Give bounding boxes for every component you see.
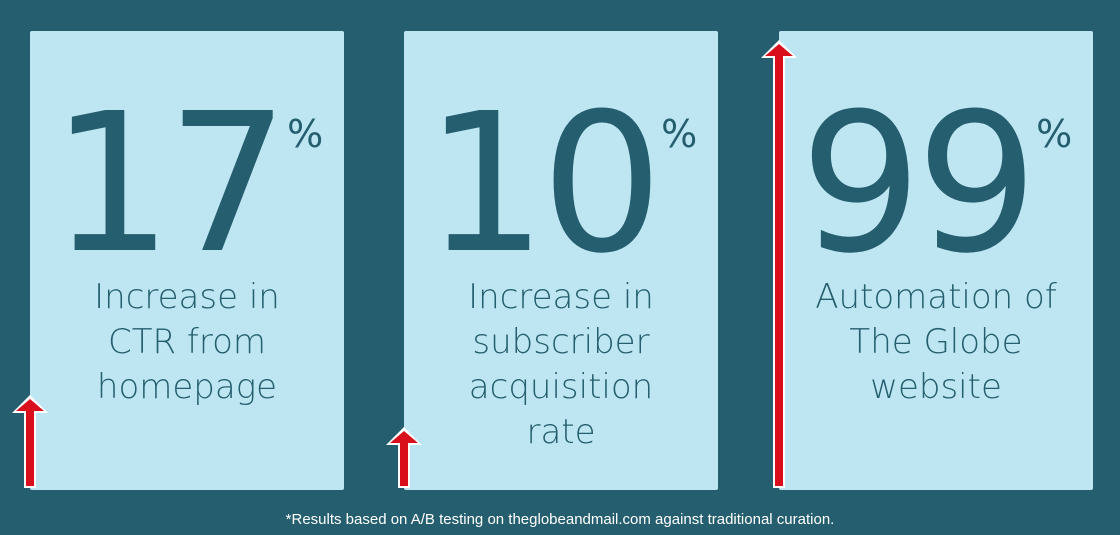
stat-label: Automation of The Globe website (789, 275, 1083, 410)
stat-unit: % (1036, 112, 1073, 156)
stat-label-line: Increase in (468, 277, 654, 317)
footnote: *Results based on A/B testing on theglob… (285, 511, 835, 528)
stat-label-line: acquisition (468, 367, 654, 407)
stat-label-line: homepage (96, 367, 278, 407)
stat-unit: % (287, 112, 324, 156)
up-arrow-icon (12, 395, 48, 488)
stat-label-line: rate (526, 412, 596, 452)
stat-label-line: Increase in (94, 277, 280, 317)
stat-value: 99 (799, 73, 1038, 296)
stat-figure: 99% (779, 89, 1093, 281)
stat-label-line: subscriber (472, 322, 650, 362)
stat-card-subscriber: 10% Increase in subscriber acquisition r… (404, 31, 718, 490)
up-arrow-icon (761, 40, 797, 488)
stat-card-automation: 99% Automation of The Globe website (779, 31, 1093, 490)
stat-label-line: website (870, 367, 1002, 407)
stat-label: Increase in CTR from homepage (40, 275, 334, 410)
stat-figure: 10% (404, 89, 718, 281)
stat-label: Increase in subscriber acquisition rate (414, 275, 708, 455)
stat-value: 17 (50, 73, 289, 296)
up-arrow-icon (386, 427, 422, 488)
stat-label-line: CTR from (107, 322, 267, 362)
stat-unit: % (661, 112, 698, 156)
stat-label-line: Automation of (815, 277, 1057, 317)
stat-label-line: The Globe (849, 322, 1023, 362)
stat-figure: 17% (30, 89, 344, 281)
stat-value: 10 (424, 73, 663, 296)
stat-card-ctr: 17% Increase in CTR from homepage (30, 31, 344, 490)
